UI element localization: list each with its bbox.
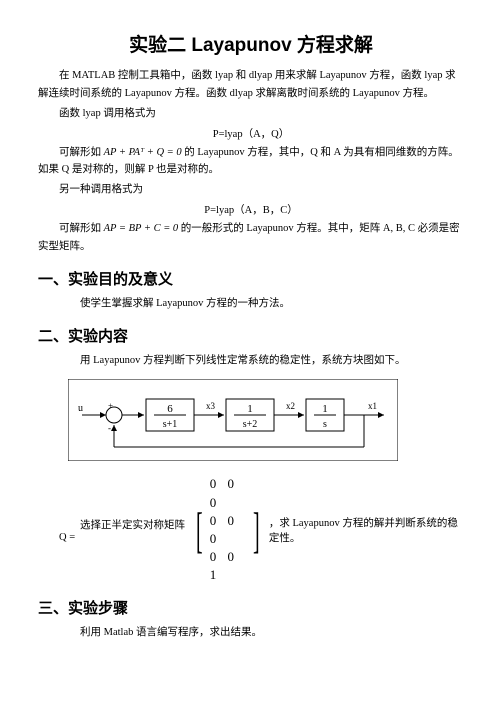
matrix-row-1: 0 0 0 <box>210 512 246 548</box>
intro-para-5: 可解形如 AP = BP + C = 0 的一般形式的 Layapunov 方程… <box>38 220 464 256</box>
signal-x2: x2 <box>286 401 295 411</box>
formula-2: P=lyap（A，B，C） <box>38 202 464 217</box>
block1-num: 6 <box>167 403 173 415</box>
intro-para-4: 另一种调用格式为 <box>38 181 464 199</box>
block1-den: s+1 <box>163 419 178 430</box>
q-matrix: [ 0 0 0 0 0 0 0 0 1 ] <box>191 475 265 584</box>
matrix-row-0: 0 0 0 <box>210 475 246 511</box>
formula-1: P=lyap（A，Q） <box>38 126 464 141</box>
u-label: u <box>78 403 83 414</box>
left-bracket: [ <box>196 505 203 555</box>
block3-den: s <box>323 419 327 430</box>
para-1: 使学生掌握求解 Layapunov 方程的一种方法。 <box>59 295 464 313</box>
text: 可解形如 <box>59 147 104 158</box>
minus-sign: - <box>108 423 111 433</box>
signal-x3: x3 <box>206 401 216 411</box>
heading-2: 二、实验内容 <box>38 325 464 346</box>
signal-x1: x1 <box>368 401 377 411</box>
intro-para-2: 函数 lyap 调用格式为 <box>38 105 464 123</box>
block2-den: s+2 <box>243 419 258 430</box>
text: 可解形如 <box>59 223 104 234</box>
equation-1: AP + PAᵀ + Q = 0 <box>104 147 182 158</box>
para-3: 利用 Matlab 语言编写程序，求出结果。 <box>59 624 464 642</box>
matrix-line: 选择正半定实对称矩阵 Q = [ 0 0 0 0 0 0 0 0 1 ] ，求 … <box>59 475 464 584</box>
heading-3: 三、实验步骤 <box>38 597 464 618</box>
plus-sign: + <box>108 401 113 411</box>
right-bracket: ] <box>253 505 260 555</box>
block-diagram: u + - 6 s+1 x3 1 s+2 x2 1 s x1 <box>68 379 464 461</box>
heading-1: 一、实验目的及意义 <box>38 268 464 289</box>
intro-para-1: 在 MATLAB 控制工具箱中，函数 lyap 和 dlyap 用来求解 Lay… <box>38 67 464 103</box>
para-2: 用 Layapunov 方程判断下列线性定常系统的稳定性，系统方块图如下。 <box>59 352 464 370</box>
intro-para-3: 可解形如 AP + PAᵀ + Q = 0 的 Layapunov 方程，其中，… <box>38 144 464 180</box>
block3-num: 1 <box>322 403 328 415</box>
matrix-row-2: 0 0 1 <box>210 548 246 584</box>
block2-num: 1 <box>247 403 253 415</box>
matrix-post-text: ，求 Layapunov 方程的解并判断系统的稳定性。 <box>269 515 464 545</box>
equation-2: AP = BP + C = 0 <box>104 223 179 234</box>
matrix-pre-text: 选择正半定实对称矩阵 Q = <box>59 517 187 543</box>
doc-title: 实验二 Layapunov 方程求解 <box>38 30 464 57</box>
